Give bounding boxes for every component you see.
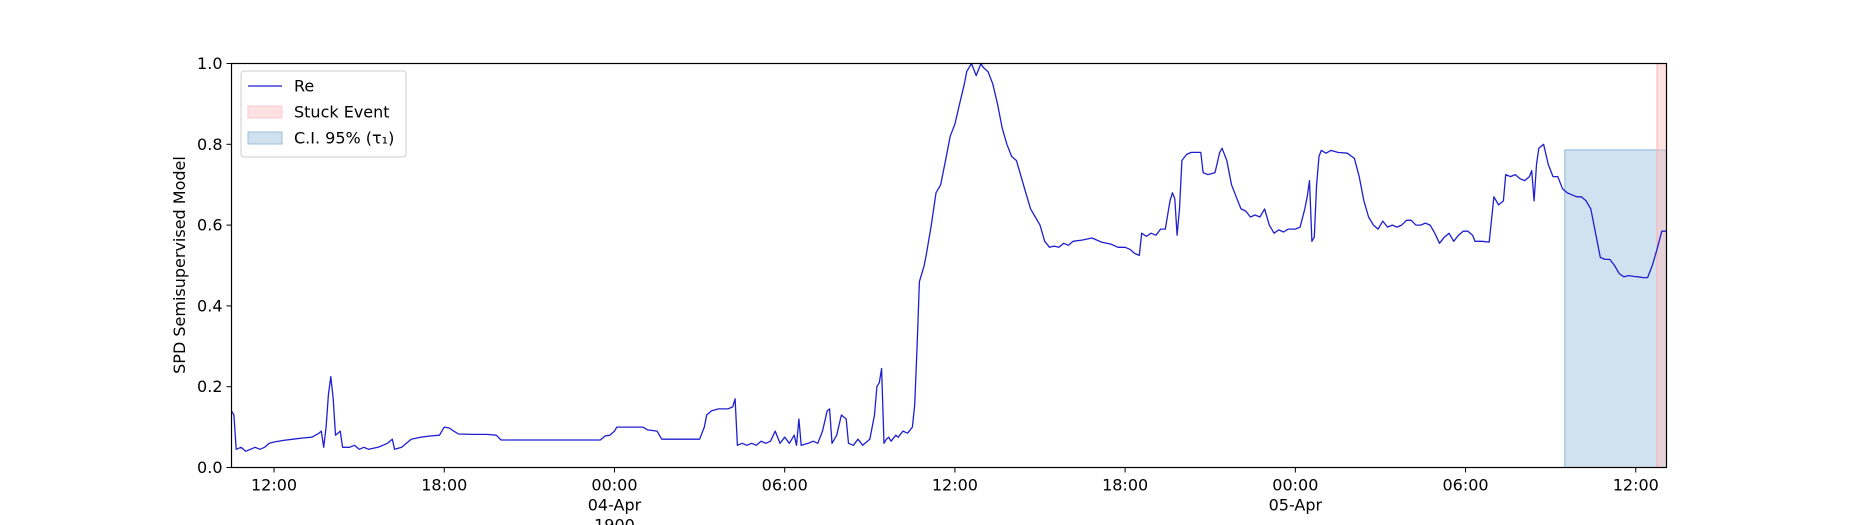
x-tick-label: 00:00	[1272, 476, 1318, 495]
x-tick-label: 12:00	[1613, 476, 1659, 495]
legend-label: C.I. 95% (τ₁)	[294, 129, 394, 148]
y-axis: 0.0 0.2 0.4 0.6 0.8 1.0	[197, 54, 232, 477]
region-stuck-event	[1656, 63, 1668, 468]
x-tick-label: 04-Apr	[588, 496, 642, 515]
y-tick-label: 0.0	[197, 458, 222, 477]
x-tick-label: 00:00	[591, 476, 637, 495]
x-tick-label: 18:00	[1102, 476, 1148, 495]
legend-label: Re	[294, 77, 314, 96]
shaded-regions	[1564, 63, 1668, 468]
y-tick-label: 0.4	[197, 296, 222, 315]
x-tick-label: 05-Apr	[1269, 496, 1323, 515]
y-tick-label: 0.6	[197, 216, 222, 235]
legend-swatch-patch	[247, 105, 283, 119]
legend-label: Stuck Event	[294, 103, 390, 122]
plot-frame	[230, 62, 1668, 469]
x-tick-label: 06:00	[762, 476, 808, 495]
series-group	[230, 62, 1667, 452]
y-axis-label: SPD Semisupervised Model	[170, 156, 189, 374]
x-tick-label: 12:00	[932, 476, 978, 495]
x-tick-label: 06:00	[1442, 476, 1488, 495]
legend: Re Stuck Event C.I. 95% (τ₁)	[240, 70, 407, 158]
x-tick-label: 12:00	[251, 476, 297, 495]
y-tick-label: 1.0	[197, 54, 222, 73]
region-c-i-95-	[1564, 149, 1668, 468]
series-line-re	[230, 62, 1667, 452]
y-tick-label: 0.8	[197, 135, 222, 154]
y-tick-label: 0.2	[197, 377, 222, 396]
x-tick-label: 18:00	[421, 476, 467, 495]
x-tick-label: 1900	[594, 516, 635, 525]
legend-swatch-patch	[247, 131, 283, 145]
